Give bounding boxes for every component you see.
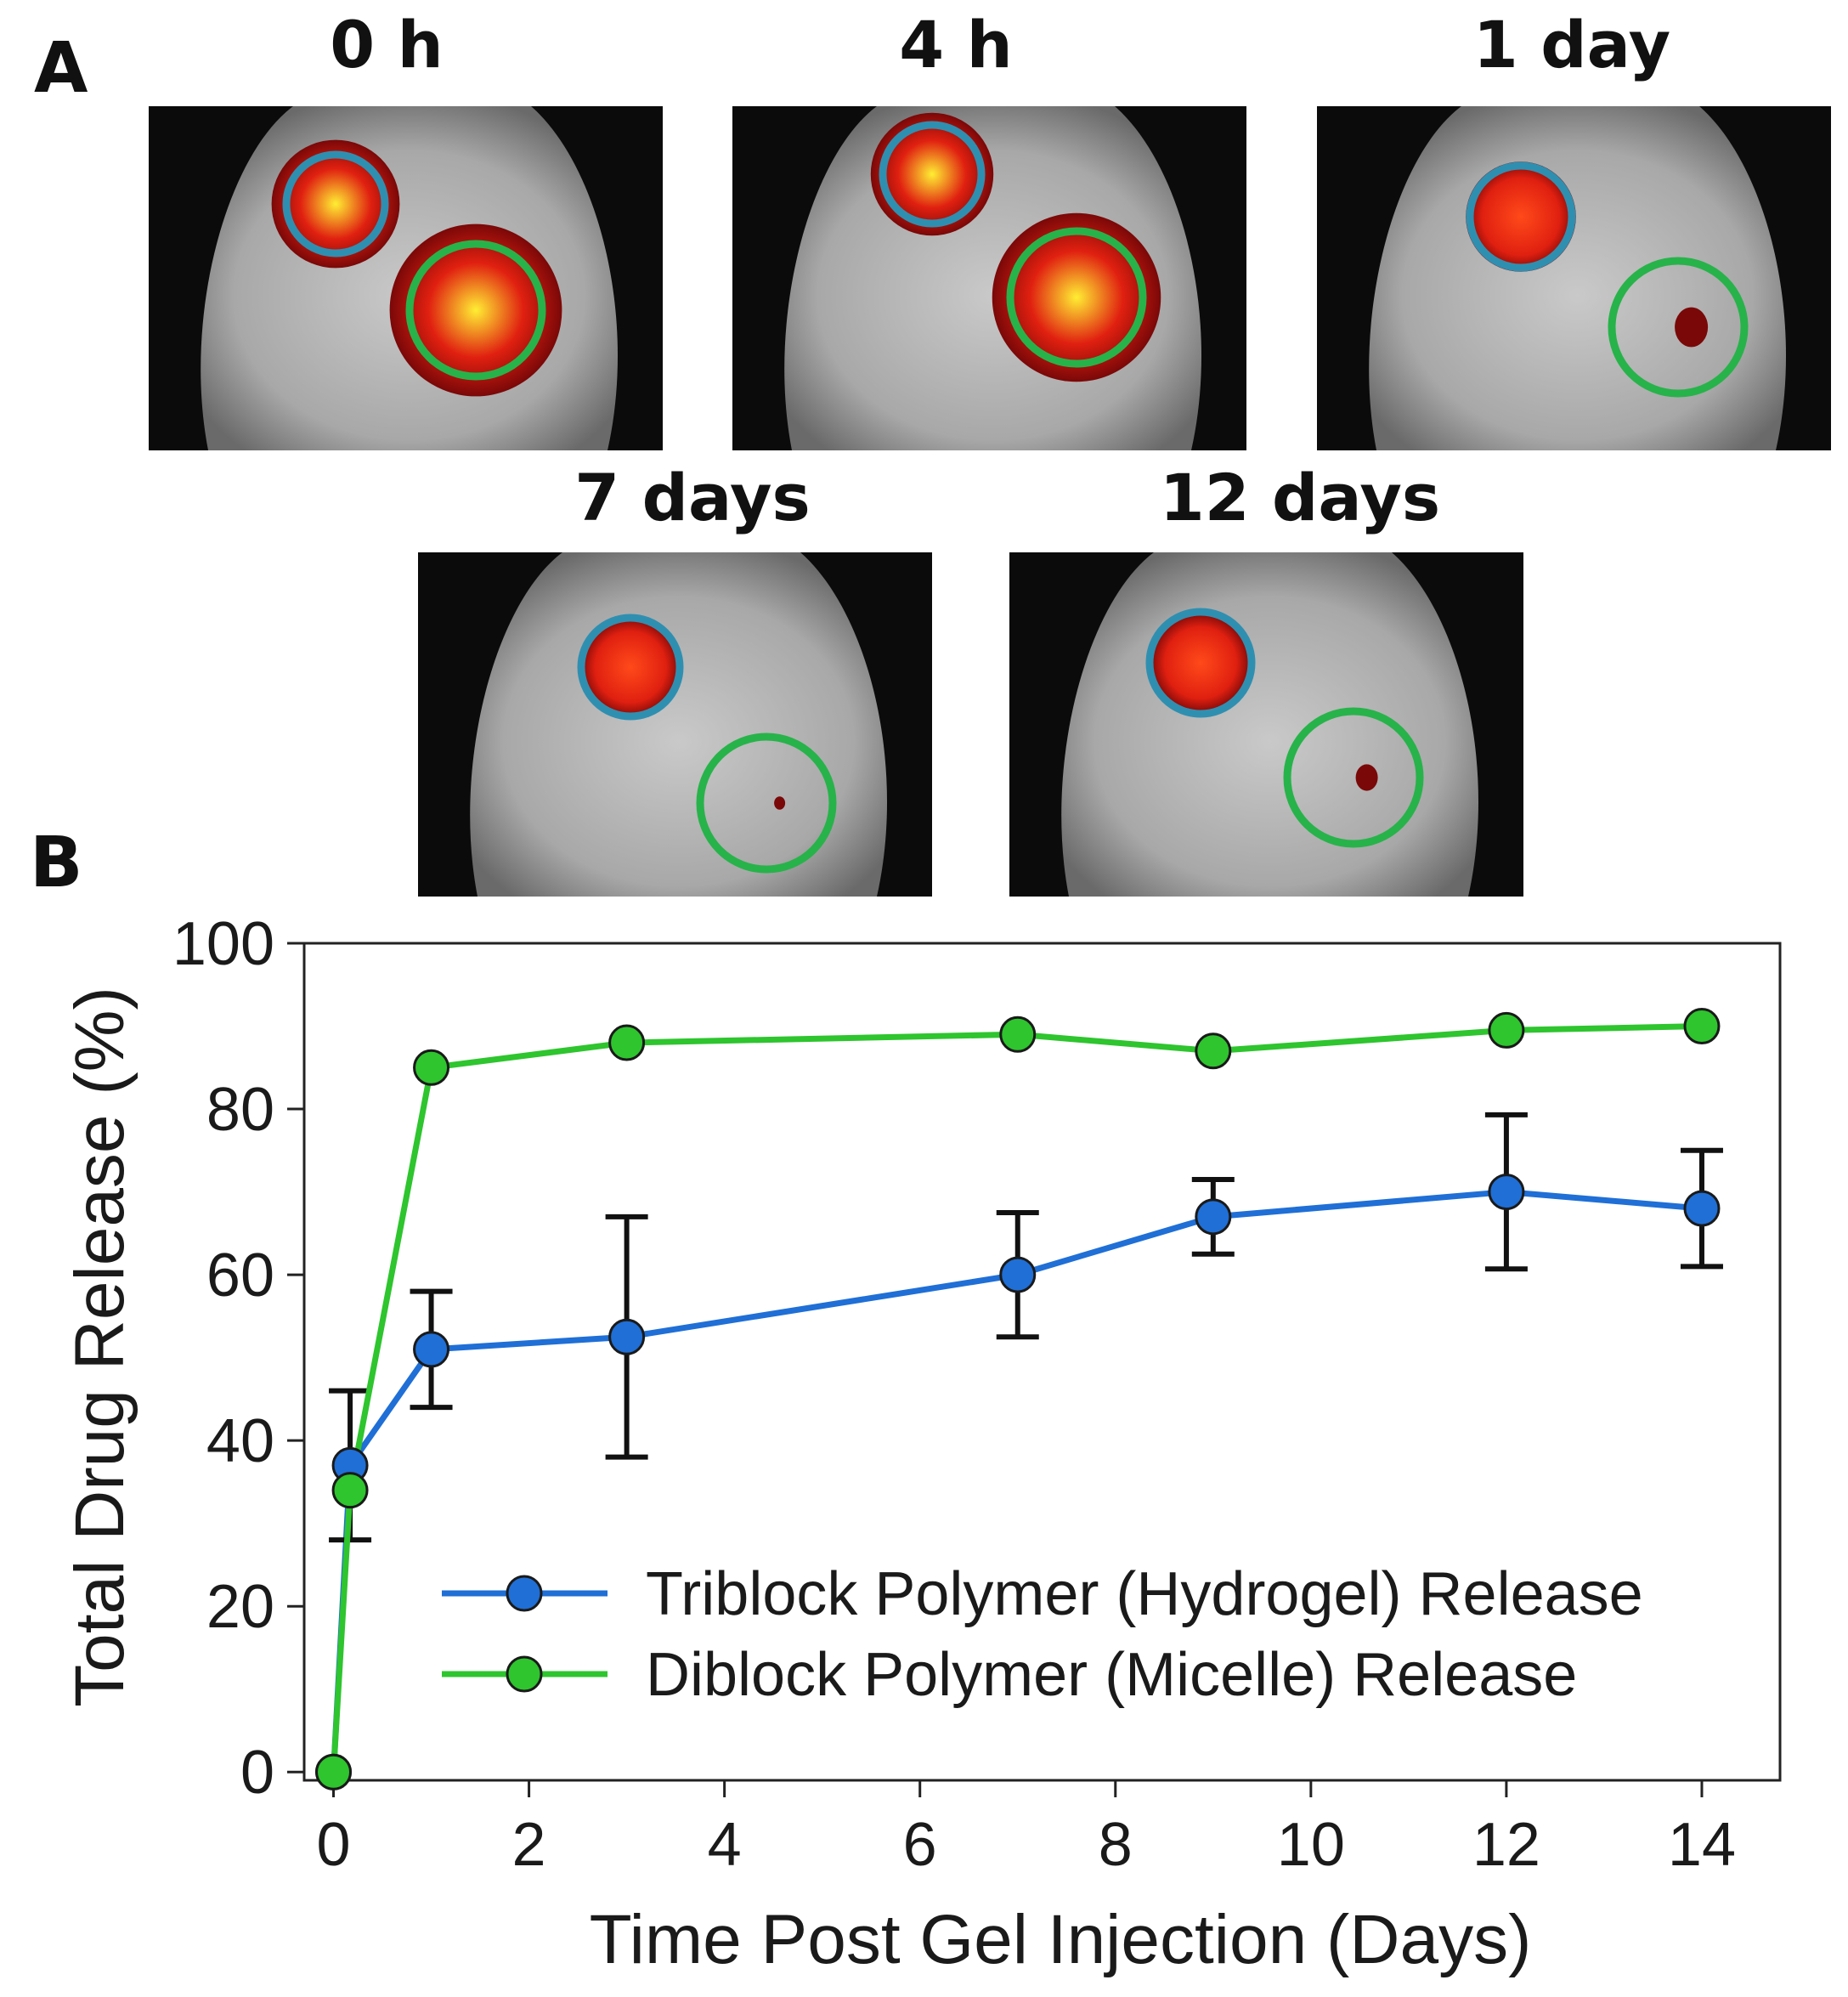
y-tick-label: 20 [206, 1573, 274, 1641]
tile-label-0h: 0 h [330, 7, 444, 82]
tile-label-4h: 4 h [899, 7, 1013, 82]
roi-circle [1006, 227, 1147, 368]
roi-circle [1283, 707, 1424, 848]
fluorescence-signal [1466, 161, 1576, 272]
y-tick-label: 60 [206, 1242, 274, 1310]
data-point-1 [1195, 1032, 1232, 1070]
series-line-1 [331, 1023, 1703, 1773]
roi-circle [405, 240, 546, 381]
data-point-1 [413, 1049, 450, 1086]
roi-circle [1466, 161, 1576, 272]
fluorescence-signal [271, 139, 400, 269]
mouse-image-12days [1009, 552, 1523, 897]
legend-marker-0 [506, 1575, 543, 1612]
data-point-0 [413, 1331, 450, 1368]
roi-circle [1608, 257, 1749, 398]
plot-frame [302, 942, 1782, 1782]
y-tick-label: 0 [240, 1739, 274, 1807]
mouse-image-0h [149, 106, 663, 450]
fluorescence-signal [992, 212, 1161, 382]
tile-label-7days: 7 days [574, 460, 811, 535]
mouse-image-1day [1317, 106, 1831, 450]
y-tick-label: 100 [172, 910, 274, 978]
data-point-1 [1683, 1008, 1721, 1045]
data-point-1 [331, 1472, 369, 1509]
legend-marker-1 [506, 1655, 543, 1693]
x-tick-label: 0 [316, 1811, 350, 1879]
x-tick-label: 4 [708, 1811, 742, 1879]
legend-label-0: Triblock Polymer (Hydrogel) Release [646, 1560, 1643, 1628]
y-tick-label: 80 [206, 1076, 274, 1144]
legend-label-1: Diblock Polymer (Micelle) Release [646, 1641, 1577, 1709]
roi-circle [879, 121, 986, 228]
data-point-0 [1195, 1198, 1232, 1236]
release-chart: 0 2 4 6 8 10 12 14 0 20 40 60 80 100 Triblock Polymer… [61, 910, 1782, 1978]
mouse-image-7days [418, 552, 932, 897]
fluorescence-signal [1675, 307, 1709, 348]
data-point-0 [999, 1256, 1037, 1293]
data-point-0 [1488, 1174, 1525, 1211]
x-tick-label: 6 [903, 1811, 937, 1879]
fluorescence-signal [774, 796, 786, 810]
panel-a-letter: A [34, 28, 88, 109]
data-point-0 [608, 1318, 646, 1355]
roi-circle [577, 614, 684, 721]
fluorescence-signal [1150, 612, 1252, 714]
y-axis-label: Total Drug Release (%) [61, 987, 138, 1707]
fluorescence-signal [1355, 764, 1378, 791]
fluorescence-signal [870, 112, 994, 236]
mouse-image-4h [732, 106, 1246, 450]
roi-circle [696, 733, 837, 874]
data-point-1 [315, 1753, 353, 1791]
x-tick-label: 14 [1668, 1811, 1736, 1879]
x-tick-label: 10 [1277, 1811, 1345, 1879]
data-point-1 [999, 1015, 1037, 1053]
data-point-1 [1488, 1011, 1525, 1049]
roi-circle [1145, 608, 1256, 718]
roi-circle [282, 150, 389, 257]
tile-label-12days: 12 days [1159, 460, 1441, 535]
y-tick-label: 40 [206, 1407, 274, 1475]
x-axis-label: Time Post Gel Injection (Days) [590, 1901, 1532, 1978]
x-tick-label: 12 [1472, 1811, 1540, 1879]
series-line-0 [331, 1189, 1703, 1773]
fluorescence-signal [389, 223, 562, 397]
data-point-0 [1683, 1190, 1721, 1227]
data-point-1 [608, 1024, 646, 1061]
x-tick-label: 2 [512, 1811, 546, 1879]
x-tick-label: 8 [1099, 1811, 1133, 1879]
panel-b-letter: B [30, 823, 83, 903]
tile-label-1day: 1 day [1472, 7, 1671, 82]
fluorescence-signal [579, 616, 681, 718]
